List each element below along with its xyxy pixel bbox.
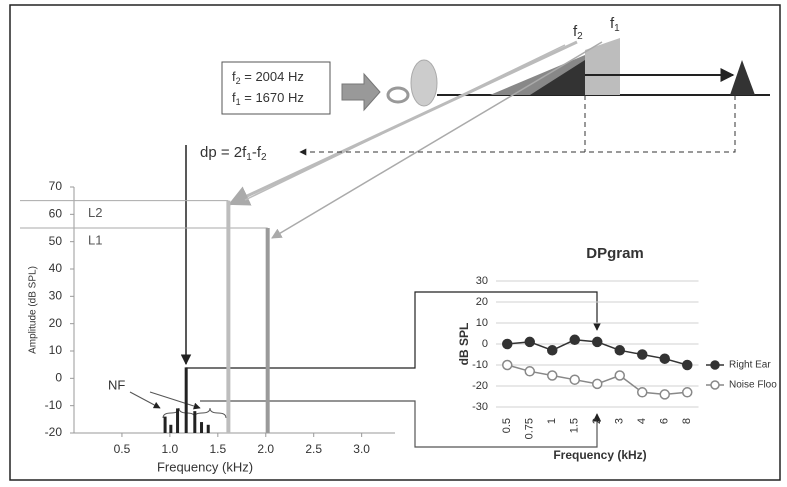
x-tick-label: 1.5 xyxy=(209,442,226,456)
y-tick-label: 0 xyxy=(482,338,488,350)
y-tick-label: 20 xyxy=(49,316,63,330)
data-point xyxy=(548,371,557,380)
bar xyxy=(207,425,210,433)
bar xyxy=(266,228,270,433)
y-tick-label: 0 xyxy=(55,371,62,385)
bar xyxy=(176,408,179,433)
x-tick-label: 3.0 xyxy=(353,442,370,456)
x-tick-label: 2.0 xyxy=(257,442,274,456)
nf-connector xyxy=(200,401,597,447)
data-point xyxy=(683,361,692,370)
input-arrow xyxy=(342,74,380,110)
y-tick-label: -20 xyxy=(45,425,63,439)
bar xyxy=(193,411,196,433)
y-axis-label: dB SPL xyxy=(457,323,471,366)
y-tick-label: -20 xyxy=(472,380,488,392)
figure: f2 = 2004 Hz f1 = 1670 Hz f2 f1 dp = 2f1… xyxy=(0,0,787,487)
frame xyxy=(10,5,780,480)
data-point xyxy=(660,390,669,399)
y-tick-label: 10 xyxy=(49,343,63,357)
x-tick-label: 6 xyxy=(659,418,671,424)
data-point xyxy=(593,337,602,346)
legend-marker xyxy=(711,361,719,369)
f1-tone xyxy=(585,38,620,95)
x-axis-label: Frequency (kHz) xyxy=(157,459,253,474)
reference-label: L2 xyxy=(88,205,102,220)
y-tick-label: 30 xyxy=(49,289,63,303)
x-tick-label: 0.5 xyxy=(501,418,513,433)
y-tick-label: 50 xyxy=(49,234,63,248)
tone-label-f2: f2 xyxy=(573,23,583,42)
x-tick-label: 3 xyxy=(614,418,626,424)
y-tick-label: -10 xyxy=(472,359,488,371)
x-tick-label: 1.5 xyxy=(569,418,581,433)
dp-tone xyxy=(730,60,755,95)
x-tick-label: 0.5 xyxy=(114,442,131,456)
data-point xyxy=(570,335,579,344)
y-tick-label: 30 xyxy=(476,275,488,287)
stimulus-f1: f1 = 1670 Hz xyxy=(232,90,304,107)
nf-arrow xyxy=(150,392,200,408)
x-tick-label: 1.0 xyxy=(162,442,179,456)
data-point xyxy=(593,379,602,388)
data-point xyxy=(570,375,579,384)
probe-ring xyxy=(388,88,408,102)
bar xyxy=(169,425,172,433)
bar xyxy=(164,417,167,433)
x-tick-label: 0.75 xyxy=(524,418,536,439)
x-axis-label: Frequency (kHz) xyxy=(553,448,646,462)
y-tick-label: -10 xyxy=(45,398,63,412)
y-tick-label: 60 xyxy=(49,207,63,221)
data-point xyxy=(525,337,534,346)
x-tick-label: 2 xyxy=(591,418,603,424)
bar xyxy=(185,367,188,433)
data-point xyxy=(660,354,669,363)
x-tick-label: 4 xyxy=(636,418,648,424)
y-tick-label: 20 xyxy=(476,296,488,308)
probe xyxy=(411,60,437,106)
data-point xyxy=(638,388,647,397)
dp-formula: dp = 2f1-f2 xyxy=(200,144,267,163)
stimulus-f2: f2 = 2004 Hz xyxy=(232,69,304,86)
x-tick-label: 8 xyxy=(681,418,693,424)
dp-connector xyxy=(186,292,597,368)
x-tick-label: 2.5 xyxy=(305,442,322,456)
x-tick-label: 1 xyxy=(546,418,558,424)
data-point xyxy=(615,371,624,380)
data-point xyxy=(503,340,512,349)
data-point xyxy=(615,346,624,355)
y-tick-label: 70 xyxy=(49,179,63,193)
nf-arrow xyxy=(130,392,160,408)
y-tick-label: 10 xyxy=(476,317,488,329)
legend-label: Right Ear xyxy=(729,360,771,371)
data-point xyxy=(638,350,647,359)
data-point xyxy=(525,367,534,376)
data-point xyxy=(548,346,557,355)
y-tick-label: -30 xyxy=(472,401,488,413)
y-tick-label: 40 xyxy=(49,261,63,275)
y-axis-label: Amplitude (dB SPL) xyxy=(28,266,39,354)
reference-label: L1 xyxy=(88,232,102,247)
tone-label-f1: f1 xyxy=(610,15,620,34)
chart-title: DPgram xyxy=(586,245,644,262)
legend-label: Noise Floo xyxy=(729,380,777,391)
bar xyxy=(226,201,230,433)
nf-label: NF xyxy=(108,377,125,392)
legend-marker xyxy=(711,381,719,389)
data-point xyxy=(683,388,692,397)
bar xyxy=(200,422,203,433)
data-point xyxy=(503,361,512,370)
